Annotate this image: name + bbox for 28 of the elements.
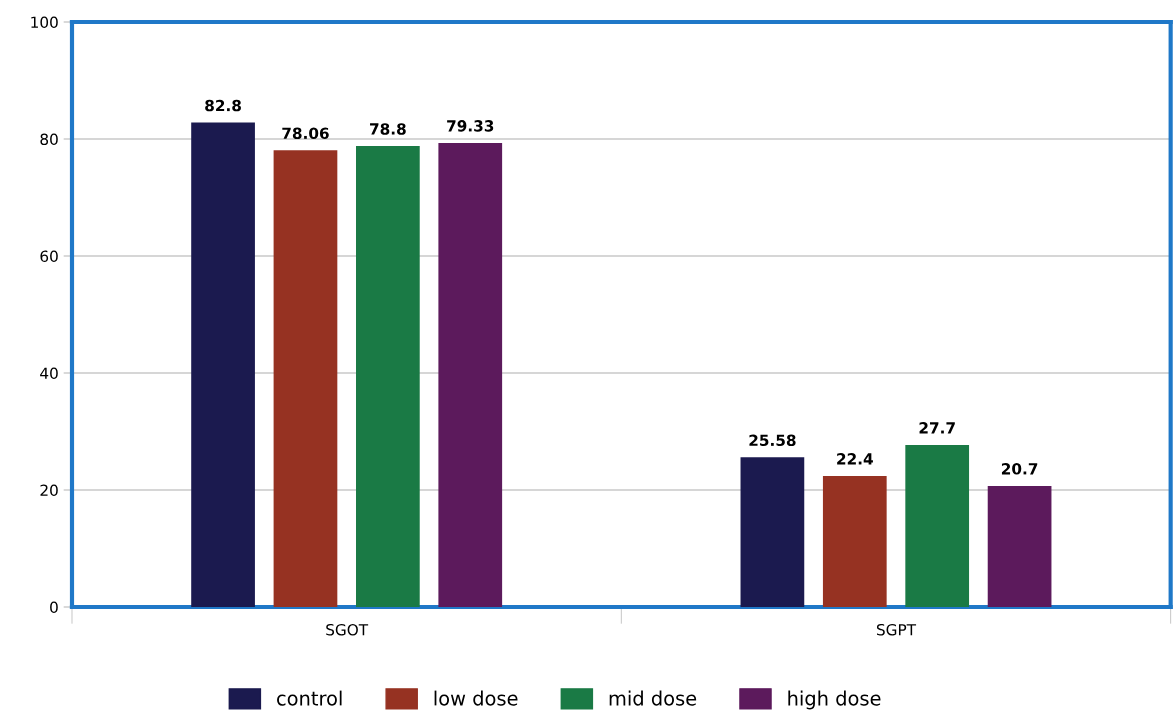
bar: [273, 150, 338, 607]
data-label: 27.7: [919, 422, 955, 434]
x-tick-label: SGPT: [876, 623, 917, 636]
bar: [987, 485, 1052, 607]
bar: [191, 122, 255, 607]
y-tick-label: 60: [40, 250, 58, 263]
x-tick-label: SGOT: [326, 623, 369, 636]
legend-label: mid dose: [609, 690, 697, 706]
data-label: 22.4: [837, 453, 873, 465]
legend-label: high dose: [788, 690, 881, 710]
data-label: 25.58: [749, 434, 796, 447]
legend-label: low dose: [434, 690, 518, 706]
bar: [740, 457, 805, 607]
y-tick-label: 20: [40, 484, 58, 497]
y-tick-label: 100: [31, 16, 58, 29]
y-tick-label: 80: [40, 133, 58, 146]
bar: [905, 444, 970, 607]
data-label: 82.8: [205, 99, 241, 112]
data-label: 78.06: [282, 127, 329, 140]
bar: [438, 142, 503, 607]
bar: [356, 146, 420, 607]
y-tick-label: 0: [50, 601, 58, 614]
y-tick-label: 40: [40, 367, 58, 380]
data-label: 78.8: [370, 123, 406, 135]
legend-label: control: [277, 690, 342, 706]
data-label: 20.7: [1001, 463, 1038, 475]
data-label: 79.33: [447, 120, 494, 132]
bar: [822, 475, 887, 607]
